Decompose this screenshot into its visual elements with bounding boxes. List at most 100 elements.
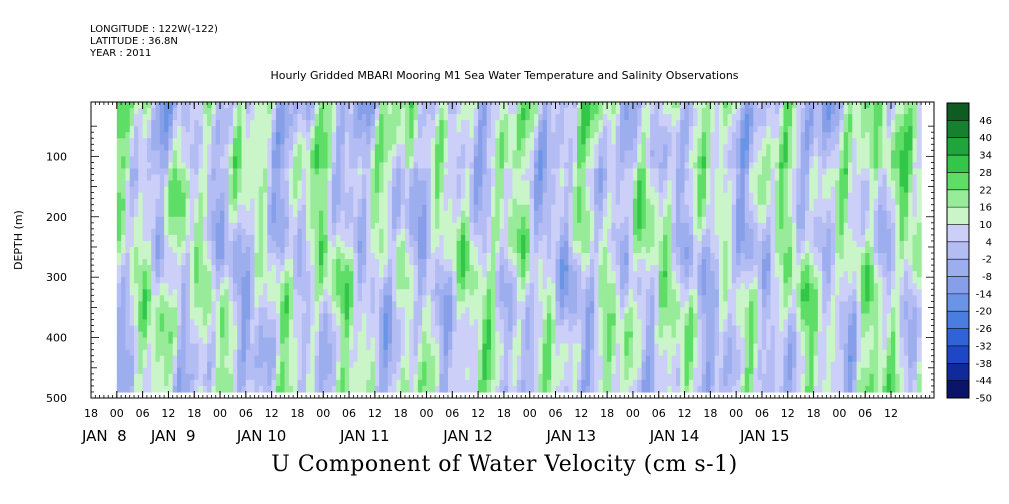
field-cell	[336, 355, 342, 363]
field-cell	[241, 253, 247, 260]
field-cell	[512, 210, 518, 218]
field-cell	[228, 246, 234, 254]
field-cell	[469, 277, 475, 284]
field-cell	[172, 259, 178, 266]
field-cell	[538, 253, 544, 260]
field-cell	[142, 385, 148, 393]
field-cell	[490, 144, 496, 151]
field-cell	[370, 162, 376, 170]
field-cell	[159, 355, 165, 363]
field-cell	[521, 168, 526, 176]
field-cell	[318, 373, 324, 381]
field-cell	[529, 126, 535, 133]
field-cell	[301, 313, 307, 321]
field-cell	[267, 343, 273, 351]
field-cell	[164, 271, 170, 278]
field-cell	[490, 168, 496, 176]
field-cell	[275, 331, 281, 339]
field-cell	[129, 210, 135, 218]
field-cell	[542, 367, 548, 375]
field-cell	[258, 180, 264, 188]
field-cell	[254, 349, 260, 357]
field-cell	[185, 337, 191, 345]
field-cell	[357, 246, 363, 254]
field-cell	[417, 307, 423, 315]
field-cell	[447, 168, 453, 176]
field-cell	[482, 108, 488, 115]
field-cell	[194, 277, 200, 284]
field-cell	[228, 222, 234, 230]
field-cell	[172, 385, 178, 393]
field-cell	[400, 180, 406, 188]
field-cell	[396, 337, 402, 345]
field-cell	[116, 385, 122, 393]
field-cell	[301, 349, 307, 357]
field-cell	[361, 361, 367, 369]
field-cell	[486, 162, 492, 170]
field-cell	[473, 108, 479, 115]
field-cell	[194, 379, 200, 387]
field-cell	[323, 265, 329, 272]
field-cell	[164, 120, 170, 127]
field-cell	[159, 150, 165, 157]
field-cell	[301, 180, 307, 188]
field-cell	[555, 307, 561, 315]
field-cell	[250, 156, 256, 164]
field-cell	[361, 246, 367, 254]
field-cell	[198, 156, 204, 164]
field-cell	[155, 222, 161, 230]
field-cell	[538, 337, 544, 345]
field-cell	[293, 325, 299, 333]
field-cell	[134, 289, 139, 296]
field-cell	[503, 319, 509, 327]
field-cell	[142, 192, 148, 200]
field-cell	[254, 186, 260, 194]
field-cell	[331, 355, 337, 363]
field-cell	[116, 222, 122, 230]
field-cell	[125, 271, 131, 278]
field-cell	[361, 283, 367, 290]
field-cell	[271, 222, 277, 230]
field-cell	[344, 204, 350, 212]
field-cell	[254, 355, 260, 363]
field-cell	[469, 228, 475, 236]
field-cell	[314, 289, 320, 296]
field-cell	[396, 295, 402, 302]
field-cell	[134, 162, 139, 170]
field-cell	[323, 313, 329, 321]
field-cell	[327, 126, 333, 133]
field-cell	[396, 144, 402, 151]
field-cell	[168, 162, 174, 170]
field-cell	[417, 253, 423, 260]
field-cell	[177, 150, 182, 157]
field-cell	[508, 162, 514, 170]
field-cell	[323, 240, 329, 248]
field-cell	[383, 144, 389, 151]
field-cell	[357, 319, 363, 327]
field-cell	[181, 114, 187, 121]
field-cell	[185, 325, 191, 333]
field-cell	[155, 234, 161, 242]
field-cell	[353, 307, 359, 315]
field-cell	[288, 156, 294, 164]
field-cell	[327, 114, 333, 121]
field-cell	[447, 301, 453, 308]
field-cell	[327, 385, 333, 393]
field-cell	[155, 114, 161, 121]
field-cell	[134, 138, 139, 145]
field-cell	[121, 126, 127, 133]
field-cell	[478, 355, 483, 363]
field-cell	[245, 343, 251, 351]
field-cell	[207, 150, 213, 157]
field-cell	[447, 210, 453, 218]
field-cell	[301, 234, 307, 242]
field-cell	[516, 367, 522, 375]
field-cell	[422, 343, 428, 351]
field-cell	[293, 355, 299, 363]
field-cell	[512, 325, 518, 333]
field-cell	[469, 168, 475, 176]
field-cell	[443, 253, 449, 260]
field-cell	[125, 313, 131, 321]
field-cell	[422, 162, 428, 170]
field-cell	[452, 265, 458, 272]
